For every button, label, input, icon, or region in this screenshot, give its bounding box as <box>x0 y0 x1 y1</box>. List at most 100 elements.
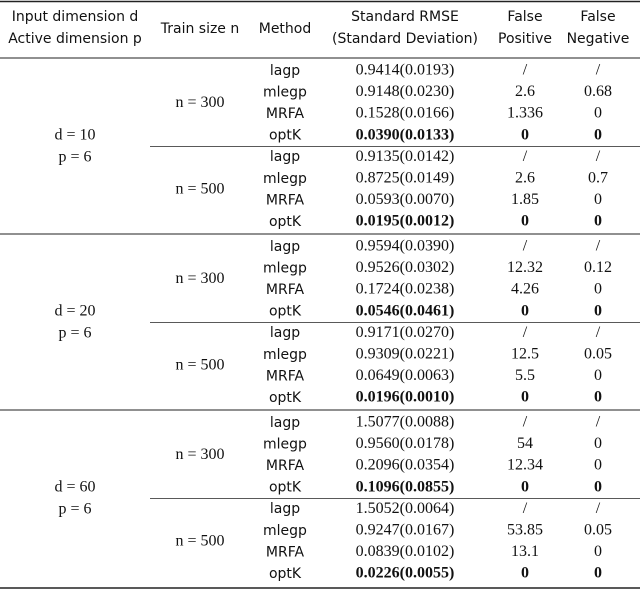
train-size: n = 300 <box>175 94 224 111</box>
value-cell: 0.0593(0.0070) <box>356 191 455 208</box>
value-cell: 0.0649(0.0063) <box>356 367 455 384</box>
header-cell: Method <box>259 21 312 37</box>
value-cell: 0 <box>521 213 529 230</box>
method: mlegp <box>263 436 307 452</box>
value-cell: / <box>596 413 601 430</box>
value-cell: 54 <box>517 435 533 452</box>
method: optK <box>269 480 302 496</box>
method: MRFA <box>266 192 305 208</box>
dimension-p: p = 6 <box>58 325 91 342</box>
method: mlegp <box>263 260 307 276</box>
value-cell: 12.34 <box>507 457 543 474</box>
method: optK <box>269 390 302 406</box>
value-cell: 0.9526(0.0302) <box>356 259 455 276</box>
value-cell: 12.32 <box>507 259 543 276</box>
value-cell: 1.5052(0.0064) <box>356 500 455 517</box>
header-cell: Active dimension p <box>8 31 142 47</box>
value-cell: 0.68 <box>584 83 612 100</box>
value-cell: 0 <box>521 302 529 319</box>
header-cell: Positive <box>498 31 552 47</box>
dimension-d: d = 60 <box>54 479 95 496</box>
value-cell: 2.6 <box>515 169 535 186</box>
value-cell: 0.2096(0.0354) <box>356 457 455 474</box>
method: mlegp <box>263 347 307 363</box>
header-cell: (Standard Deviation) <box>332 31 478 47</box>
value-cell: 0.7 <box>588 169 608 186</box>
value-cell: 0 <box>594 191 602 208</box>
value-cell: / <box>596 61 601 78</box>
value-cell: 0.9148(0.0230) <box>356 83 455 100</box>
value-cell: 5.5 <box>515 367 535 384</box>
value-cell: 0.05 <box>584 521 612 538</box>
value-cell: 0.0390(0.0133) <box>356 126 455 143</box>
value-cell: 0 <box>594 457 602 474</box>
value-cell: 0.9594(0.0390) <box>356 237 455 254</box>
header-cell: Input dimension d <box>12 9 139 25</box>
value-cell: 0.9171(0.0270) <box>356 324 455 341</box>
method: mlegp <box>263 171 307 187</box>
value-cell: 0 <box>521 565 529 582</box>
value-cell: / <box>596 237 601 254</box>
method: mlegp <box>263 84 307 100</box>
method: MRFA <box>266 106 305 122</box>
value-cell: 0 <box>594 435 602 452</box>
header-cell: Negative <box>567 31 630 47</box>
method: lagp <box>270 239 300 255</box>
value-cell: 0.1528(0.0166) <box>356 105 455 122</box>
method: lagp <box>270 501 300 517</box>
value-cell: 0 <box>594 367 602 384</box>
method: lagp <box>270 325 300 341</box>
value-cell: 0 <box>594 105 602 122</box>
value-cell: 0.05 <box>584 345 612 362</box>
value-cell: 1.5077(0.0088) <box>356 413 455 430</box>
value-cell: 0.0196(0.0010) <box>356 389 455 406</box>
dimension-d: d = 10 <box>54 127 95 144</box>
value-cell: 12.5 <box>511 345 539 362</box>
method: optK <box>269 566 302 582</box>
value-cell: 13.1 <box>511 543 539 560</box>
value-cell: 1.85 <box>511 191 539 208</box>
value-cell: 0.9309(0.0221) <box>356 345 455 362</box>
method: MRFA <box>266 368 305 384</box>
value-cell: 0.0226(0.0055) <box>356 565 455 582</box>
header-cell: Standard RMSE <box>351 9 459 25</box>
value-cell: 0.0195(0.0012) <box>356 213 455 230</box>
header-cell: False <box>580 9 615 25</box>
value-cell: / <box>523 413 528 430</box>
value-cell: 0.0839(0.0102) <box>356 543 455 560</box>
dimension-p: p = 6 <box>58 149 91 166</box>
method: MRFA <box>266 458 305 474</box>
value-cell: 0 <box>594 565 602 582</box>
train-size: n = 500 <box>175 356 224 373</box>
value-cell: / <box>523 237 528 254</box>
value-cell: 0.8725(0.0149) <box>356 169 455 186</box>
method: mlegp <box>263 523 307 539</box>
value-cell: 53.85 <box>507 521 543 538</box>
header-cell: False <box>507 9 542 25</box>
value-cell: 4.26 <box>511 281 539 298</box>
value-cell: 0 <box>594 543 602 560</box>
value-cell: 0 <box>594 213 602 230</box>
value-cell: 0 <box>594 281 602 298</box>
value-cell: 0 <box>521 478 529 495</box>
value-cell: / <box>596 500 601 517</box>
header-cell: Train size n <box>160 21 240 37</box>
value-cell: 0 <box>521 389 529 406</box>
value-cell: 0 <box>594 389 602 406</box>
value-cell: 0 <box>594 126 602 143</box>
value-cell: / <box>523 148 528 165</box>
train-size: n = 300 <box>175 270 224 287</box>
train-size: n = 500 <box>175 180 224 197</box>
train-size: n = 500 <box>175 532 224 549</box>
value-cell: 0.12 <box>584 259 612 276</box>
value-cell: 0 <box>594 478 602 495</box>
method: optK <box>269 304 302 320</box>
value-cell: 0 <box>594 302 602 319</box>
dimension-d: d = 20 <box>54 303 95 320</box>
method: lagp <box>270 415 300 431</box>
value-cell: 0.9135(0.0142) <box>356 148 455 165</box>
dimension-p: p = 6 <box>58 501 91 518</box>
value-cell: 0.9560(0.0178) <box>356 435 455 452</box>
method: optK <box>269 128 302 144</box>
